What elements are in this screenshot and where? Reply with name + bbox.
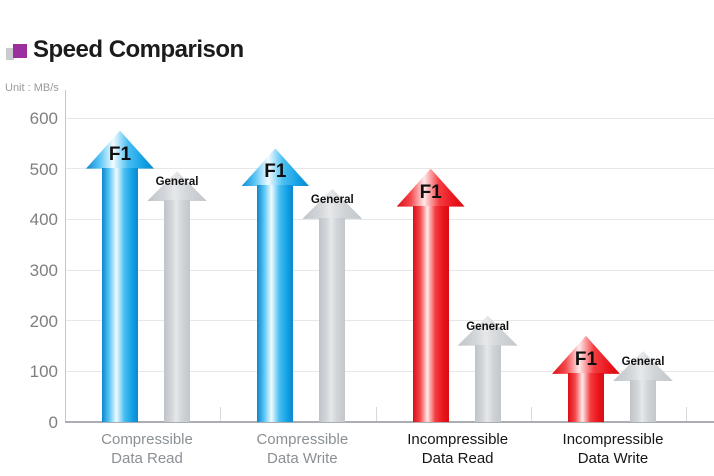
- y-tick-label-400: 400: [29, 210, 58, 230]
- general-arrow-2: General: [302, 188, 363, 422]
- general-arrow-shaft: [629, 380, 656, 422]
- general-series-label: General: [310, 193, 354, 206]
- f1-series-label: F1: [574, 348, 598, 370]
- general-series-label: General: [155, 176, 199, 189]
- f1-arrow-2: F1: [241, 148, 310, 422]
- page-title: Speed Comparison: [33, 36, 244, 63]
- f1-series-label: F1: [264, 161, 287, 183]
- category-label: Incompressible Data Read: [407, 431, 509, 467]
- f1-arrow-3: F1: [396, 168, 465, 422]
- f1-arrow-shaft: [102, 167, 138, 422]
- general-arrow-shaft: [164, 200, 190, 422]
- x-axis-tick: [686, 407, 687, 421]
- gridline-400: [66, 218, 714, 220]
- x-axis-baseline: [65, 421, 714, 423]
- f1-series-label: F1: [419, 181, 442, 203]
- y-tick-label-300: 300: [29, 261, 58, 280]
- title-bullet-purple-icon: [13, 44, 27, 58]
- y-tick-label-0: 0: [48, 413, 58, 432]
- general-arrow-1: General: [147, 171, 207, 422]
- x-axis-tick: [531, 407, 532, 421]
- f1-series-label: F1: [108, 143, 132, 165]
- f1-arrow-1: F1: [86, 130, 154, 422]
- general-series-label: General: [621, 356, 665, 369]
- category-label: Compressible Data Write: [256, 431, 349, 467]
- general-arrow-shaft: [319, 217, 346, 422]
- x-axis-tick: [376, 407, 377, 421]
- general-arrow-shaft: [474, 344, 501, 422]
- y-axis-line: [65, 90, 66, 422]
- gridline-600: [66, 117, 714, 119]
- gridline-200: [66, 320, 714, 322]
- f1-arrow-shaft: [567, 372, 604, 422]
- gridline-500: [66, 168, 714, 170]
- f1-arrow-shaft: [257, 185, 294, 422]
- y-tick-label-600: 600: [29, 109, 58, 128]
- f1-arrow-shaft: [412, 205, 449, 422]
- y-tick-label-200: 200: [29, 311, 58, 331]
- gridline-300: [66, 269, 714, 271]
- general-arrow-3: General: [457, 315, 518, 422]
- y-tick-label-100: 100: [29, 362, 58, 382]
- y-tick-label-500: 500: [29, 159, 58, 179]
- category-label: Compressible Data Read: [101, 431, 193, 467]
- title-bullet-gray-icon: [6, 48, 14, 60]
- x-axis-tick: [220, 407, 221, 421]
- gridline-100: [66, 370, 714, 372]
- general-series-label: General: [466, 320, 510, 333]
- general-arrow-4: General: [612, 351, 673, 422]
- category-label: Incompressible Data Write: [562, 431, 664, 467]
- unit-label: Unit : MB/s: [5, 82, 59, 94]
- f1-arrow-4: F1: [551, 335, 620, 422]
